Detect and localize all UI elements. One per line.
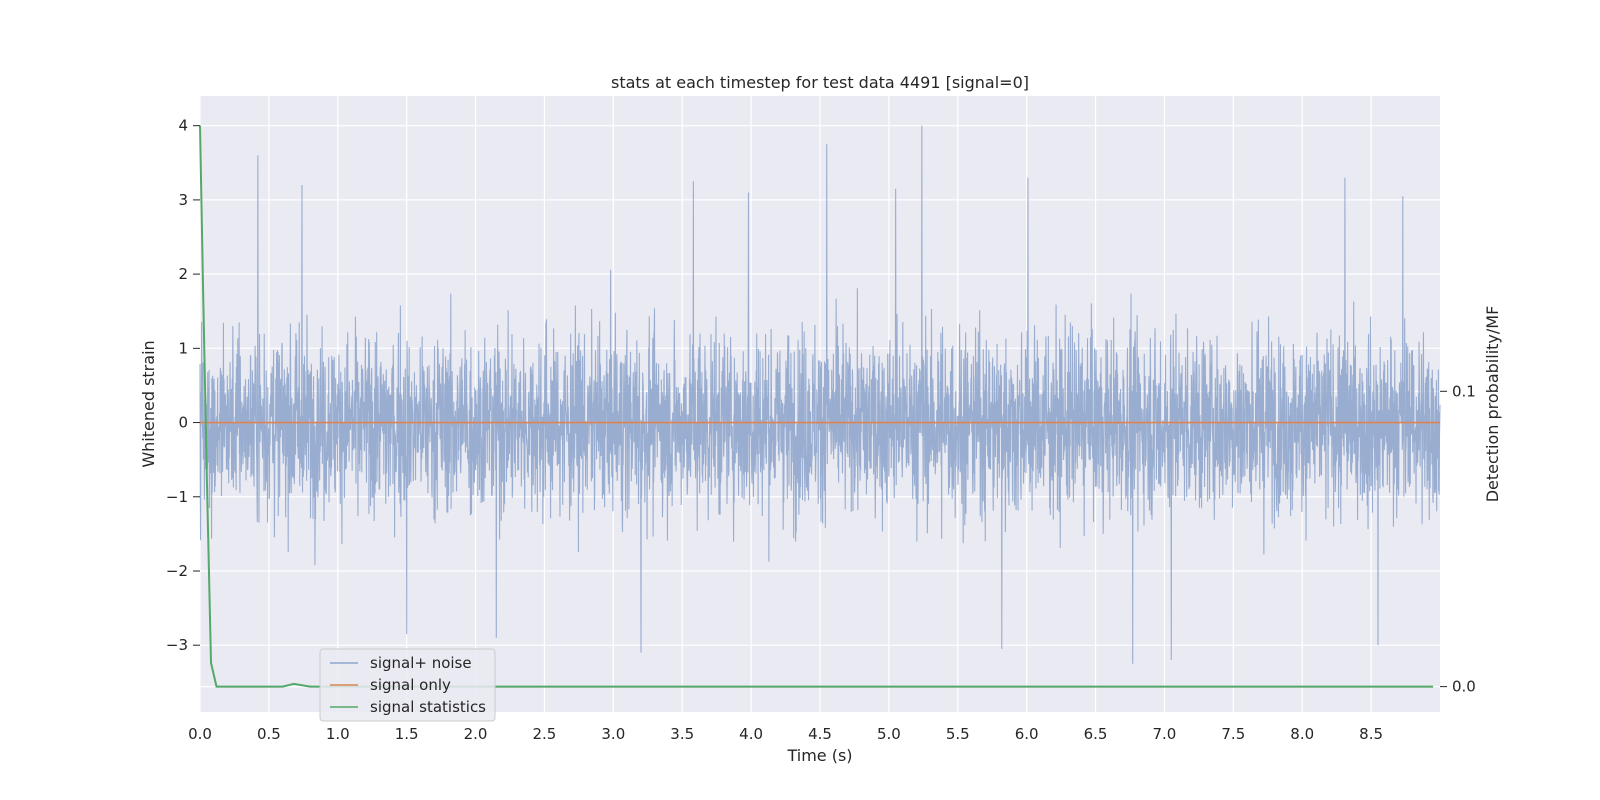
y2-axis-ticks: 0.1 0.0 — [1440, 382, 1476, 696]
x-tick-label: 1.5 — [395, 725, 419, 743]
legend-box — [319, 648, 496, 722]
legend-label-signal-statistics: signal statistics — [370, 698, 486, 716]
x-tick-label: 7.0 — [1153, 725, 1177, 743]
x-tick-label: 3.5 — [670, 725, 694, 743]
x-tick-label: 6.0 — [1015, 725, 1039, 743]
y-tick-label: 0 — [178, 414, 188, 432]
signal-noise-series — [199, 125, 1441, 664]
x-axis-ticks: 0.0 0.5 1.0 1.5 2.0 2.5 3.0 3.5 4.0 4.5 5.0 5.5 6.0 6… — [188, 725, 1383, 743]
x-tick-label: 2.5 — [533, 725, 557, 743]
y-tick-label: −3 — [166, 636, 188, 654]
legend-label-signal-noise: signal+ noise — [370, 654, 472, 672]
y-tick-label: 3 — [178, 191, 188, 209]
x-tick-label: 8.5 — [1359, 725, 1383, 743]
x-tick-label: 3.0 — [601, 725, 625, 743]
signal-noise-line — [199, 125, 1441, 664]
legend: signal+ noise signal only signal statist… — [319, 648, 496, 722]
x-tick-label: 0.0 — [188, 725, 212, 743]
x-tick-label: 0.5 — [257, 725, 281, 743]
x-tick-label: 7.5 — [1221, 725, 1245, 743]
x-tick-label: 2.0 — [464, 725, 488, 743]
y-axis-ticks: 4 3 2 1 0 −1 −2 −3 — [166, 117, 200, 654]
y-tick-label: 4 — [178, 117, 188, 135]
y-tick-label: −1 — [166, 488, 188, 506]
y-tick-label: 2 — [178, 265, 188, 283]
x-tick-label: 5.0 — [877, 725, 901, 743]
x-tick-label: 1.0 — [326, 725, 350, 743]
x-tick-label: 5.5 — [946, 725, 970, 743]
y2-tick-label: 0.1 — [1452, 382, 1476, 400]
x-axis-label: Time (s) — [786, 746, 852, 765]
signal-statistics-series — [199, 125, 1434, 688]
x-tick-label: 8.0 — [1290, 725, 1314, 743]
signal-statistics-line — [199, 125, 1434, 688]
x-tick-label: 6.5 — [1084, 725, 1108, 743]
chart-title: stats at each timestep for test data 449… — [611, 73, 1029, 92]
x-tick-label: 4.0 — [739, 725, 763, 743]
legend-label-signal-only: signal only — [370, 676, 451, 694]
y2-axis-label: Detection probability/MF — [1483, 306, 1502, 503]
y2-tick-label: 0.0 — [1452, 678, 1476, 696]
y-axis-label: Whitened strain — [139, 340, 158, 467]
y-tick-label: −2 — [166, 562, 188, 580]
x-tick-label: 4.5 — [808, 725, 832, 743]
y-tick-label: 1 — [178, 339, 188, 357]
